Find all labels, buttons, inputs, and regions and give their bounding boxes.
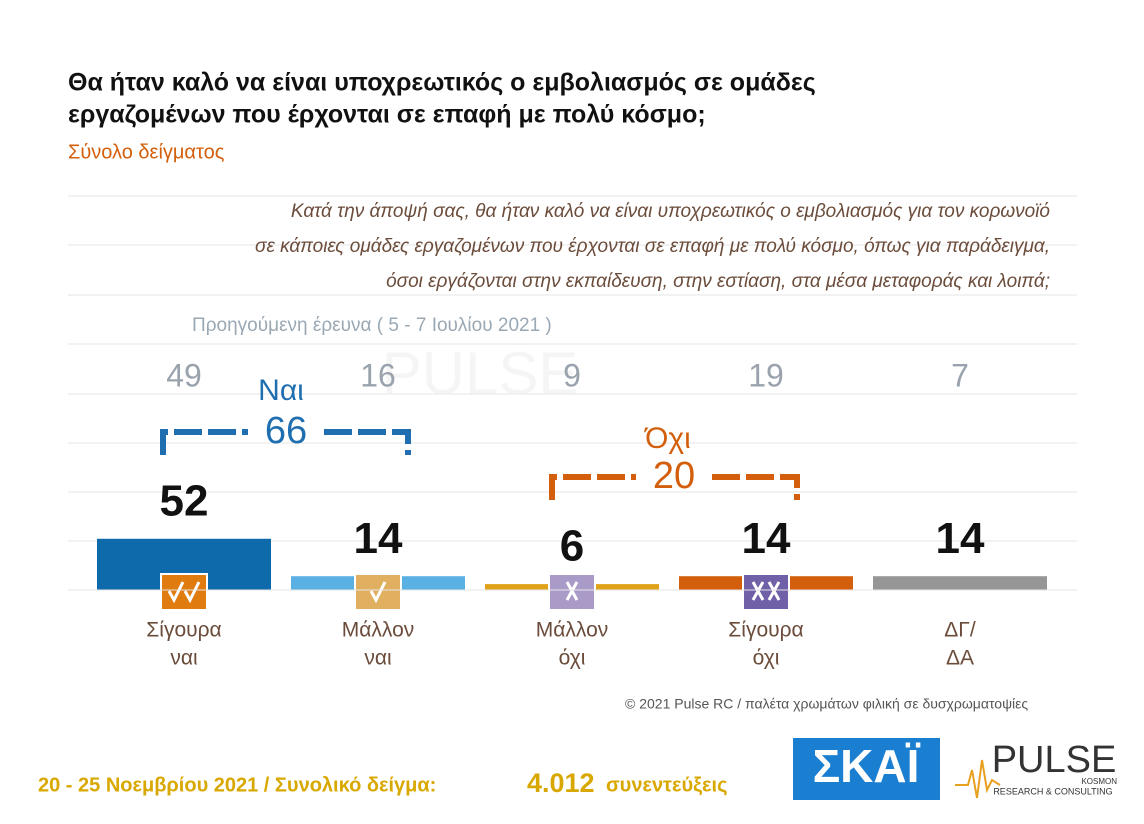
value-label: 14: [936, 514, 985, 563]
skai-logo: ΣΚΑΪ: [813, 740, 921, 792]
bracket: [160, 429, 411, 455]
x-tick-label: όχι: [559, 647, 586, 670]
x-tick-label: ναι: [364, 647, 392, 670]
icon-glyph: [167, 581, 185, 604]
icon-glyph: [767, 581, 781, 601]
x-tick-label: ναι: [170, 647, 198, 670]
value-label: 14: [354, 514, 403, 563]
icon: [354, 573, 402, 611]
icon-glyph: [751, 581, 765, 601]
group-label: Ναι: [258, 374, 304, 407]
x-tick-label: Μάλλον: [536, 619, 609, 642]
watermark: PULSE: [382, 340, 579, 407]
bar: [873, 576, 1047, 590]
x-tick-label: όχι: [753, 647, 780, 670]
value-label: 14: [742, 514, 791, 563]
footer-sample: 4.012: [527, 768, 595, 798]
group-label: Όχι: [643, 422, 691, 455]
previous-value: 49: [166, 357, 202, 393]
group-value: 66: [265, 410, 307, 452]
previous-label: Προηγούμενη έρευνα ( 5 - 7 Ιουλίου 2021 …: [192, 315, 552, 336]
title-line: Θα ήταν καλό να είναι υποχρεωτικός ο εμβ…: [68, 69, 816, 97]
pulse-logo-sub: RESEARCH & CONSULTING: [993, 786, 1112, 796]
skai-logo-bg: [793, 738, 940, 800]
question-line: Κατά την άποψή σας, θα ήταν καλό να είνα…: [291, 201, 1050, 222]
icon-glyph: [565, 581, 579, 601]
footer-dates: 20 - 25 Νοεμβρίου 2021 / Συνολικό δείγμα…: [38, 774, 436, 796]
bracket: [549, 474, 800, 500]
copyright: © 2021 Pulse RC / παλέτα χρωμάτων φιλική…: [625, 696, 1028, 712]
pulse-logo-wave: [955, 759, 1001, 799]
pulse-logo-tag: KOSMON: [1081, 777, 1117, 786]
title-line: εργαζομένων που έρχονται σε επαφή με πολ…: [68, 101, 706, 129]
previous-value: 16: [360, 357, 396, 393]
x-tick-label: Σίγουρα: [146, 619, 221, 642]
x-tick-label: Σίγουρα: [728, 619, 803, 642]
icon-glyph: [369, 581, 387, 604]
question-line: όσοι εργάζονται στην εκπαίδευση, στην εσ…: [386, 271, 1050, 292]
subtitle: Σύνολο δείγματος: [68, 141, 225, 163]
previous-value: 9: [563, 357, 581, 393]
x-tick-label: Μάλλον: [342, 619, 415, 642]
footer-unit: συνεντεύξεις: [606, 774, 727, 796]
x-tick-label: ΔΑ: [946, 647, 974, 670]
group-value: 20: [653, 455, 695, 497]
question-line: σε κάποιες ομάδες εργαζομένων που έρχοντ…: [255, 236, 1050, 257]
value-label: 52: [160, 476, 209, 525]
value-label: 6: [560, 522, 584, 571]
icon: [742, 573, 790, 611]
icon-glyph: [183, 581, 201, 604]
previous-value: 7: [951, 357, 969, 393]
previous-value: 19: [748, 357, 784, 393]
pulse-logo: PULSE: [992, 739, 1117, 781]
x-tick-label: ΔΓ/: [944, 619, 976, 642]
